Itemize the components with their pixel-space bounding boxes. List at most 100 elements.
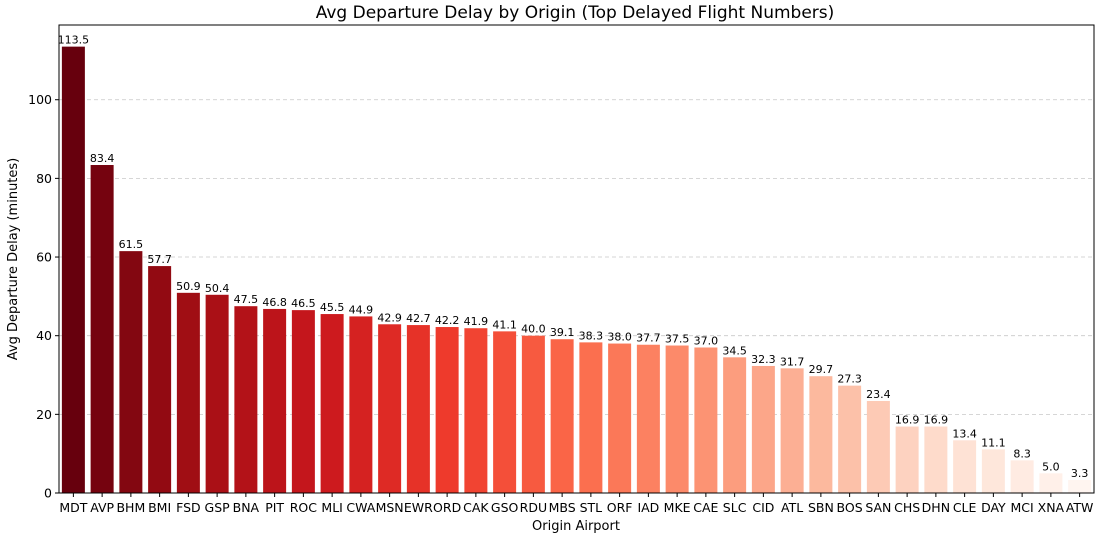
y-tick-label: 80: [36, 171, 52, 186]
bar-xna: [1039, 473, 1063, 493]
x-tick-label: GSP: [205, 500, 231, 515]
value-label: 38.0: [607, 331, 632, 344]
y-tick-label: 100: [28, 92, 52, 107]
value-label: 32.3: [751, 353, 776, 366]
bar-gsp: [205, 294, 229, 493]
y-axis: 0 20 40 60 80 100: [28, 92, 59, 501]
x-tick-label: SLC: [723, 500, 747, 515]
bar-chs: [895, 426, 919, 493]
x-tick-label: IAD: [637, 500, 659, 515]
x-tick-label: BHM: [116, 500, 145, 515]
x-tick-label: MKE: [664, 500, 691, 515]
x-tick-label: ORD: [433, 500, 461, 515]
x-tick-label: CAK: [463, 500, 489, 515]
value-label: 41.9: [464, 315, 489, 328]
x-tick-label: DHN: [922, 500, 950, 515]
bar-rdu: [521, 335, 545, 493]
value-label: 3.3: [1071, 467, 1089, 480]
value-label: 5.0: [1042, 460, 1060, 473]
value-label: 44.9: [349, 303, 374, 316]
value-label: 46.8: [262, 296, 287, 309]
x-tick-label: MCI: [1011, 500, 1034, 515]
x-tick-label: CHS: [894, 500, 920, 515]
value-label: 42.7: [406, 312, 431, 325]
y-tick-label: 0: [44, 486, 52, 501]
x-tick-label: EWR: [404, 500, 433, 515]
bar-pit: [263, 308, 287, 493]
bar-bhm: [119, 251, 143, 493]
bar-msn: [378, 324, 402, 493]
bar-bmi: [148, 266, 172, 493]
x-tick-label: SBN: [808, 500, 834, 515]
x-tick-label: CLE: [953, 500, 977, 515]
bar-dhn: [924, 426, 948, 493]
bar-cak: [464, 328, 488, 493]
value-label: 50.9: [176, 280, 201, 293]
value-label: 8.3: [1013, 447, 1031, 460]
bar-orf: [608, 343, 632, 493]
value-label: 50.4: [205, 282, 230, 295]
x-tick-label: MBS: [549, 500, 576, 515]
y-tick-label: 20: [36, 407, 52, 422]
value-label: 113.5: [58, 34, 90, 47]
bars: [61, 46, 1092, 494]
bar-avp: [90, 165, 114, 494]
value-label: 42.9: [377, 311, 402, 324]
bar-cid: [751, 365, 775, 493]
value-label: 16.9: [895, 414, 920, 427]
value-label: 16.9: [924, 414, 949, 427]
x-tick-label: CAE: [693, 500, 718, 515]
bar-bna: [234, 306, 258, 493]
bar-san: [866, 400, 890, 493]
x-tick-label: GSO: [491, 500, 519, 515]
bar-cwa: [349, 316, 373, 493]
x-tick-label: ROC: [290, 500, 318, 515]
plot-frame: [58, 24, 1095, 494]
x-axis-label: Origin Airport: [532, 519, 620, 534]
bar-cle: [953, 440, 977, 493]
x-tick-label: ORF: [607, 500, 633, 515]
value-labels: 113.5 83.4 61.557.7 50.9 50.4 47.5 46.8 46.5 45.…: [58, 34, 1089, 480]
value-label: 31.7: [780, 355, 805, 368]
value-label: 46.5: [291, 297, 316, 310]
bar-mdt: [61, 46, 85, 494]
bar-mli: [320, 314, 344, 493]
value-label: 37.7: [636, 332, 661, 345]
value-label: 40.0: [521, 323, 546, 336]
value-label: 83.4: [90, 152, 115, 165]
bar-bos: [838, 385, 862, 493]
bar-day: [981, 449, 1005, 493]
bar-sbn: [809, 376, 833, 493]
value-label: 27.3: [837, 373, 862, 386]
bar-gso: [493, 331, 517, 493]
value-label: 23.4: [866, 388, 891, 401]
value-label: 41.1: [492, 318, 517, 331]
x-tick-label: BMI: [148, 500, 171, 515]
value-label: 61.5: [119, 238, 144, 251]
x-tick-label: MDT: [59, 500, 87, 515]
bar-cae: [694, 347, 718, 493]
x-tick-label: CID: [752, 500, 774, 515]
bar-mbs: [550, 339, 574, 493]
bar-iad: [636, 344, 660, 493]
x-tick-label: XNA: [1038, 500, 1065, 515]
x-tick-label: DAY: [981, 500, 1006, 515]
bar-fsd: [176, 292, 200, 493]
x-tick-label: STL: [580, 500, 603, 515]
x-tick-label: CWA: [346, 500, 375, 515]
bar-atl: [780, 368, 804, 493]
x-tick-label: AVP: [90, 500, 114, 515]
value-label: 37.0: [694, 334, 719, 347]
value-label: 11.1: [981, 436, 1006, 449]
value-label: 38.3: [579, 329, 604, 342]
value-label: 45.5: [320, 301, 345, 314]
y-axis-label: Avg Departure Delay (minutes): [6, 158, 21, 360]
x-tick-label: MSN: [376, 500, 404, 515]
bar-mke: [665, 345, 689, 493]
value-label: 47.5: [234, 293, 259, 306]
x-tick-label: BNA: [233, 500, 260, 515]
grid: [59, 99, 1094, 415]
bar-mci: [1010, 460, 1034, 493]
bar-stl: [579, 342, 603, 493]
value-label: 57.7: [147, 253, 172, 266]
